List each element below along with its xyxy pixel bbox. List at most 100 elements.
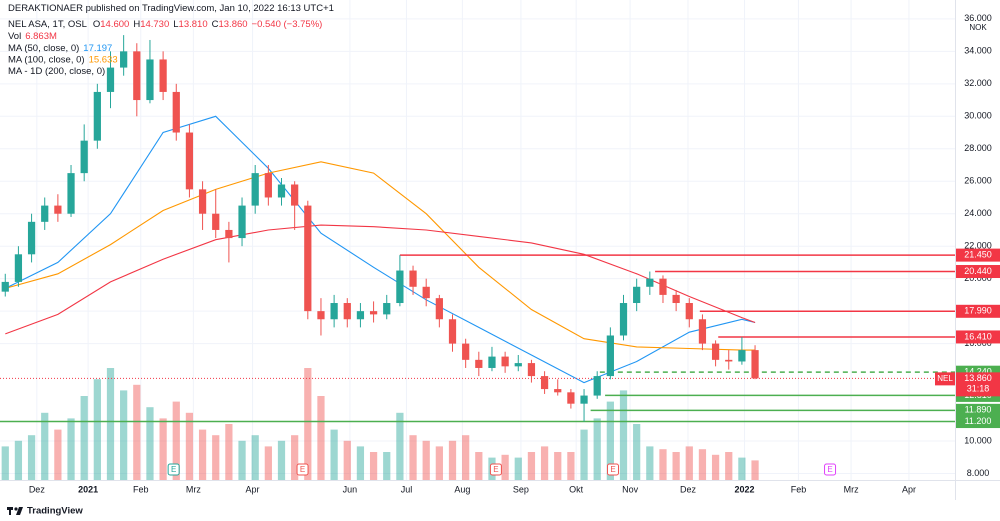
x-tick-label: Aug <box>454 484 470 494</box>
brand: TradingView <box>27 506 83 517</box>
axes: 36.000 34.000 32.000 30.000 28.000 26.000 24.0… <box>29 13 1000 494</box>
x-tick-label: 2022 <box>735 484 755 494</box>
volume-bar <box>198 429 207 480</box>
volume-bar <box>475 452 483 480</box>
candle-body <box>540 376 549 390</box>
candle-body <box>725 359 733 362</box>
level-label: 11.890 <box>965 405 992 415</box>
volume-bar <box>317 396 325 480</box>
volume-bar <box>633 424 641 480</box>
volume-bar <box>27 435 36 480</box>
x-tick-label: Mrz <box>186 484 201 494</box>
candle-body <box>1 281 9 292</box>
event-label: E <box>610 465 615 474</box>
volume-bar <box>172 401 180 480</box>
candle-body <box>488 356 496 368</box>
volume-bar <box>448 440 457 480</box>
volume-bar <box>159 418 167 480</box>
x-tick-label: Apr <box>902 484 916 494</box>
x-tick-label: Sep <box>513 484 529 494</box>
candle-body <box>27 221 36 255</box>
volume-bar <box>738 457 746 480</box>
level-tag <box>956 403 1000 417</box>
candle-body <box>711 343 720 360</box>
x-tick-label: Mrz <box>844 484 859 494</box>
candle-body <box>619 303 628 336</box>
volume-bar <box>711 454 720 480</box>
header-line: NEL ASA, 1T, OSL O14.600 H14.730 L13.810 C13… <box>8 19 322 30</box>
header-line: MA (100, close, 0) 15.633 <box>8 54 118 65</box>
candle-body <box>264 173 272 198</box>
candle-body <box>291 184 299 206</box>
x-tick-label: Dez <box>29 484 46 494</box>
level-tag <box>956 330 1000 344</box>
volume <box>1 368 759 480</box>
y-tick-label: 8.000 <box>967 468 990 478</box>
quote-key: O <box>93 19 100 30</box>
candles <box>1 35 759 422</box>
candle-body <box>356 311 365 320</box>
volume-bar <box>277 440 286 480</box>
volume-bar <box>540 446 549 480</box>
candle-body <box>435 298 443 320</box>
volume-bar <box>501 454 509 480</box>
x-tick-label: Apr <box>246 484 260 494</box>
candle-body <box>422 286 430 299</box>
candle-body <box>409 270 417 287</box>
volume-bar <box>659 449 667 480</box>
x-tick-label: Okt <box>569 484 584 494</box>
volume-bar <box>93 379 101 480</box>
candle-body <box>738 350 746 362</box>
candle-body <box>448 319 457 344</box>
volume-bar <box>343 440 351 480</box>
candle-body <box>646 278 654 287</box>
level-label: 14.240 <box>964 367 992 377</box>
volume-bar <box>264 446 272 480</box>
y-tick-label: 20.000 <box>964 273 992 283</box>
volume-bar <box>422 440 430 480</box>
volume-bar <box>383 452 391 480</box>
candle-body <box>383 303 391 315</box>
event-label: E <box>300 465 305 474</box>
level-tag <box>956 265 1000 279</box>
brand-logo <box>7 507 23 515</box>
x-tick-label: Nov <box>622 484 639 494</box>
volume-bar <box>580 429 588 480</box>
last-price-label: 13.860 <box>964 373 992 383</box>
candle-body <box>317 311 325 320</box>
y-tick-label: 30.000 <box>964 111 992 121</box>
candle-body <box>14 254 23 282</box>
candle-body <box>751 350 759 379</box>
x-tick-label: Feb <box>791 484 807 494</box>
header-line: Vol 6.863M <box>8 31 57 42</box>
candle-body <box>93 91 101 141</box>
candle-body <box>685 303 693 320</box>
candle-body <box>330 303 338 320</box>
volume-bar <box>672 452 680 480</box>
x-tick-label: Dez <box>680 484 697 494</box>
x-tick-label: Jul <box>401 484 413 494</box>
volume-last: 6.863M <box>25 31 57 42</box>
level-label: 16.410 <box>964 331 992 341</box>
volume-name: Vol <box>8 31 21 42</box>
volume-bar <box>41 412 49 480</box>
candle-body <box>80 140 88 174</box>
x-tick-label: Feb <box>133 484 149 494</box>
candle-body <box>133 51 141 101</box>
volume-bar <box>646 446 654 480</box>
candle-body <box>146 59 154 101</box>
candle-body <box>606 335 614 377</box>
level-label: 17.990 <box>964 306 992 316</box>
symbol-label: NEL <box>937 374 953 383</box>
volume-bar <box>369 452 378 480</box>
event-marker <box>296 463 309 476</box>
volume-bar <box>291 435 299 480</box>
y-tick-label: 22.000 <box>964 241 992 251</box>
y-tick-label: 34.000 <box>964 46 992 56</box>
header-line: MA - 1D (200, close, 0) <box>8 66 105 77</box>
y-tick-label: 28.000 <box>964 143 992 153</box>
volume-bar <box>251 435 259 480</box>
candle-body <box>475 359 483 368</box>
volume-bar <box>212 435 220 480</box>
